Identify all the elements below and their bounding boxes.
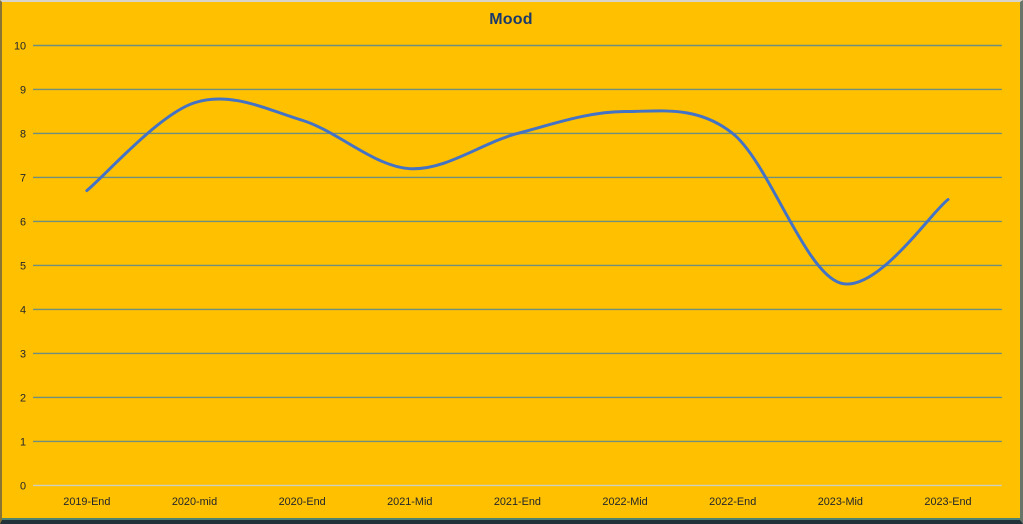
x-axis-label: 2019-End — [63, 496, 110, 508]
y-axis-label: 2 — [20, 392, 26, 404]
y-axis-label: 9 — [20, 84, 26, 96]
y-axis-label: 4 — [20, 304, 26, 316]
y-axis-label: 1 — [20, 436, 26, 448]
x-axis-label: 2021-End — [494, 496, 541, 508]
y-axis-label: 0 — [20, 480, 26, 492]
x-axis-label: 2021-Mid — [387, 496, 432, 508]
series-line-mood — [85, 97, 950, 286]
x-axis-label: 2020-mid — [172, 496, 217, 508]
x-axis-label: 2023-End — [924, 496, 971, 508]
y-axis-label: 10 — [14, 40, 26, 52]
x-axis-label: 2022-End — [709, 496, 756, 508]
y-axis-label: 5 — [20, 260, 26, 272]
y-axis-label: 7 — [20, 172, 26, 184]
x-axis-label: 2023-Mid — [818, 496, 863, 508]
x-axis-label: 2022-Mid — [602, 496, 647, 508]
y-axis-label: 3 — [20, 348, 26, 360]
y-axis-label: 6 — [20, 216, 26, 228]
x-axis-label: 2020-End — [279, 496, 326, 508]
chart-title: Mood — [489, 11, 533, 28]
y-axis-label: 8 — [20, 128, 26, 140]
